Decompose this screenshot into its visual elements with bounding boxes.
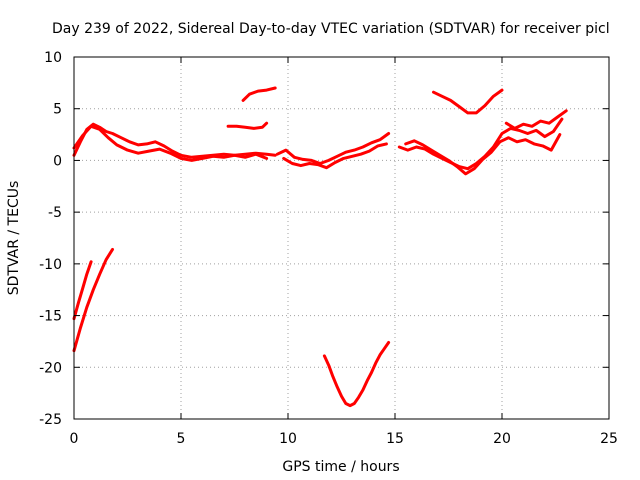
axis-ticks: 0 5 10 15 20 25 10 5 0 -5 -10 -15 -20 -25 — [39, 50, 618, 447]
y-tick-label: 5 — [53, 102, 62, 118]
grid-lines — [74, 57, 609, 419]
x-tick-label: 25 — [600, 431, 618, 447]
chart-title: Day 239 of 2022, Sidereal Day-to-day VTE… — [52, 21, 610, 37]
x-tick-label: 10 — [279, 431, 297, 447]
x-tick-label: 0 — [70, 431, 79, 447]
x-axis-label: GPS time / hours — [282, 459, 399, 475]
series-segment-10 — [404, 133, 562, 176]
y-axis-label: SDTVAR / TECUs — [6, 181, 22, 296]
series-segment-4 — [241, 86, 277, 102]
series-segment-2 — [72, 260, 93, 321]
series-segment-1 — [72, 124, 269, 162]
x-tick-label: 5 — [177, 431, 186, 447]
y-tick-label: -15 — [39, 309, 62, 325]
y-tick-label: -10 — [39, 257, 62, 273]
y-tick-label: 0 — [53, 153, 62, 169]
x-tick-label: 15 — [386, 431, 404, 447]
y-tick-label: -20 — [39, 360, 62, 376]
series-segment-8 — [322, 341, 391, 408]
x-tick-label: 20 — [493, 431, 511, 447]
y-tick-label: 10 — [44, 50, 62, 66]
series-segment-6 — [275, 132, 391, 165]
plot-frame — [73, 56, 610, 420]
data-series — [72, 86, 568, 408]
series-segment-3 — [72, 247, 114, 353]
series-segment-12 — [504, 109, 568, 130]
series-segment-7 — [282, 142, 388, 170]
y-tick-label: -25 — [39, 412, 62, 428]
series-segment-5 — [226, 121, 269, 130]
series-segment-0 — [72, 122, 277, 159]
series-segment-11 — [432, 88, 504, 115]
y-tick-label: -5 — [48, 205, 62, 221]
